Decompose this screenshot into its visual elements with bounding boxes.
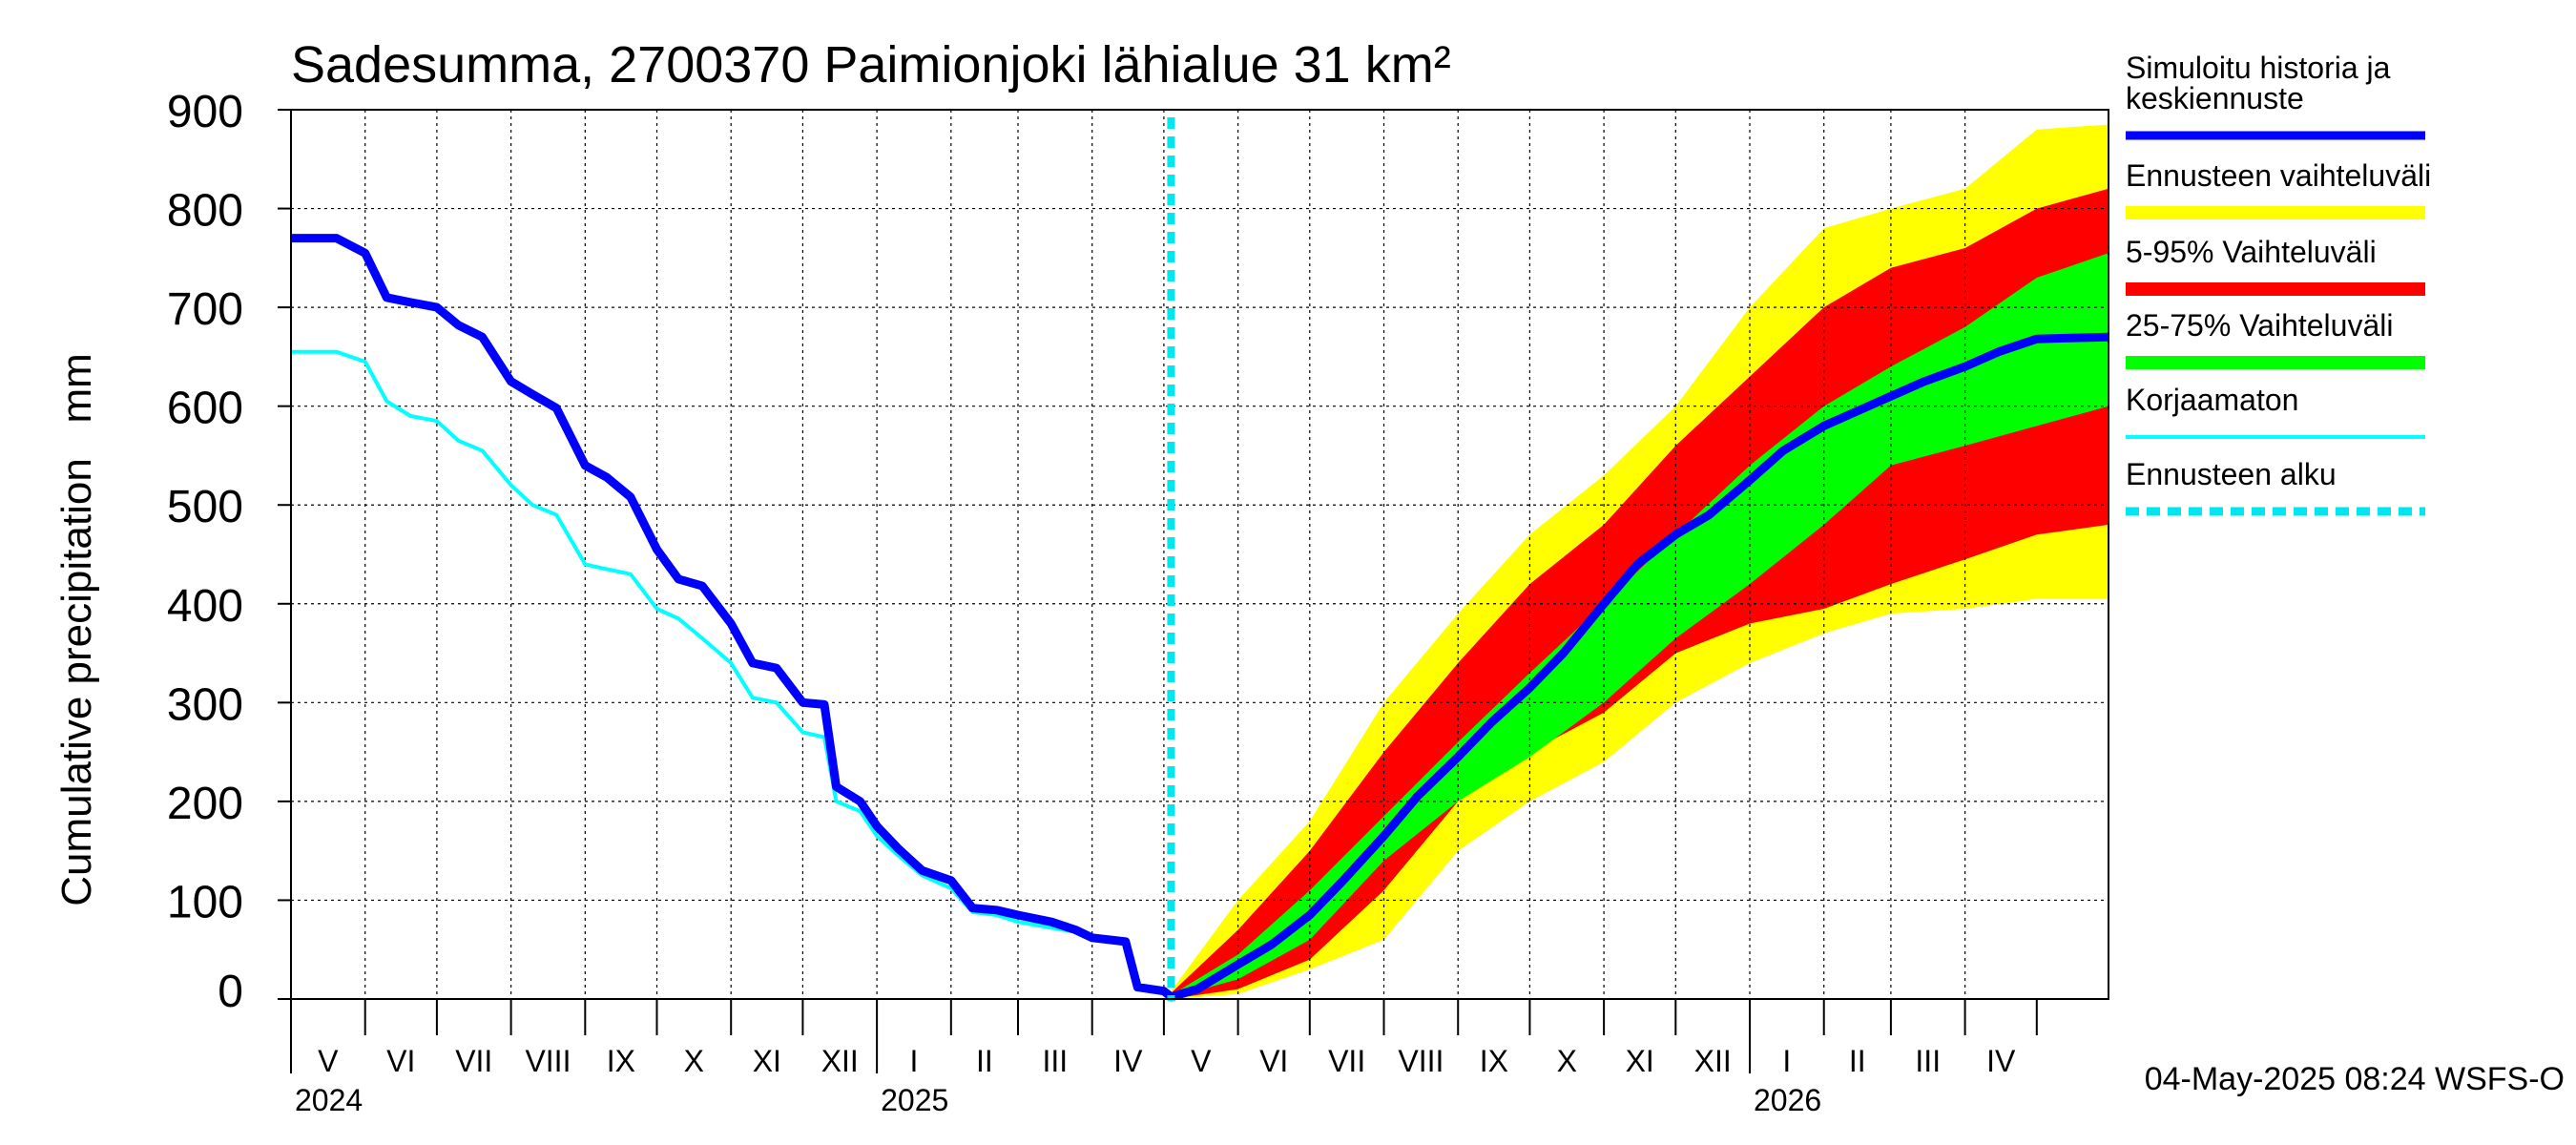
legend-label-2: 5-95% Vaihteluväli (2126, 235, 2377, 269)
legend-label-0: Simuloitu historia ja keskiennuste (2126, 51, 2391, 115)
y-tick-label-7: 700 (167, 284, 243, 335)
y-tick-label-5: 500 (167, 482, 243, 532)
month-label-3: VIII (525, 1044, 571, 1078)
legend-label-4: Korjaamaton (2126, 383, 2298, 417)
y-axis-label: Cumulative precipitation mm (53, 353, 100, 906)
month-label-12: V (1191, 1044, 1212, 1078)
month-label-11: IV (1113, 1044, 1143, 1078)
month-label-5: X (684, 1044, 704, 1078)
year-label-2: 2026 (1754, 1083, 1821, 1117)
month-label-2: VII (455, 1044, 492, 1078)
month-label-20: I (1782, 1044, 1791, 1078)
month-label-0: V (318, 1044, 339, 1078)
year-label-0: 2024 (295, 1083, 363, 1117)
month-label-15: VIII (1398, 1044, 1444, 1078)
month-label-16: IX (1480, 1044, 1508, 1078)
month-label-8: I (910, 1044, 919, 1078)
month-label-1: VI (386, 1044, 415, 1078)
footer-timestamp: 04-May-2025 08:24 WSFS-O (2145, 1061, 2565, 1097)
year-label-1: 2025 (881, 1083, 948, 1117)
y-tick-label-6: 600 (167, 384, 243, 434)
month-label-4: IX (607, 1044, 635, 1078)
y-tick-label-1: 100 (167, 877, 243, 927)
month-label-14: VII (1328, 1044, 1365, 1078)
legend-label-1: Ennusteen vaihteluväli (2126, 158, 2431, 193)
series-line-1 (291, 234, 2109, 1002)
legend: Simuloitu historia ja keskiennuste Ennuste… (2126, 51, 2431, 516)
y-tick-label-4: 400 (167, 581, 243, 632)
series-lines (291, 117, 2109, 1002)
month-label-17: X (1557, 1044, 1577, 1078)
month-label-21: II (1849, 1044, 1866, 1078)
month-label-6: XI (753, 1044, 781, 1078)
month-label-9: II (976, 1044, 993, 1078)
y-tick-label-8: 800 (167, 186, 243, 237)
month-label-18: XI (1626, 1044, 1654, 1078)
y-tick-label-9: 900 (167, 87, 243, 137)
legend-label-5: Ennusteen alku (2126, 457, 2337, 491)
series-line-0 (291, 349, 1173, 997)
y-tick-label-0: 0 (218, 967, 243, 1017)
chart-title: Sadesumma, 2700370 Paimionjoki lähialue … (291, 36, 1451, 94)
month-label-13: VI (1259, 1044, 1288, 1078)
month-label-7: XII (821, 1044, 859, 1078)
month-label-22: III (1915, 1044, 1941, 1078)
month-label-23: IV (1986, 1044, 2016, 1078)
month-label-10: III (1043, 1044, 1069, 1078)
plot-frame (290, 109, 2109, 1000)
x-axis: V VI VII VIII IX X XI XII I II III IV V VI VII VIII IX X X… (290, 999, 2038, 1117)
legend-label-3: 25-75% Vaihteluväli (2126, 308, 2393, 343)
y-tick-label-2: 200 (167, 779, 243, 829)
y-axis-ticks: 0 100 200 300 400 500 600 700 800 900 (167, 87, 291, 1017)
y-tick-label-3: 300 (167, 679, 243, 730)
month-label-19: XII (1694, 1044, 1732, 1078)
